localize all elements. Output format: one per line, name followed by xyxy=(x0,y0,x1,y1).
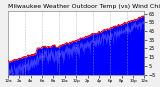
Text: Milwaukee Weather Outdoor Temp (vs) Wind Chill per Minute (Last 24 Hours): Milwaukee Weather Outdoor Temp (vs) Wind… xyxy=(8,4,160,9)
